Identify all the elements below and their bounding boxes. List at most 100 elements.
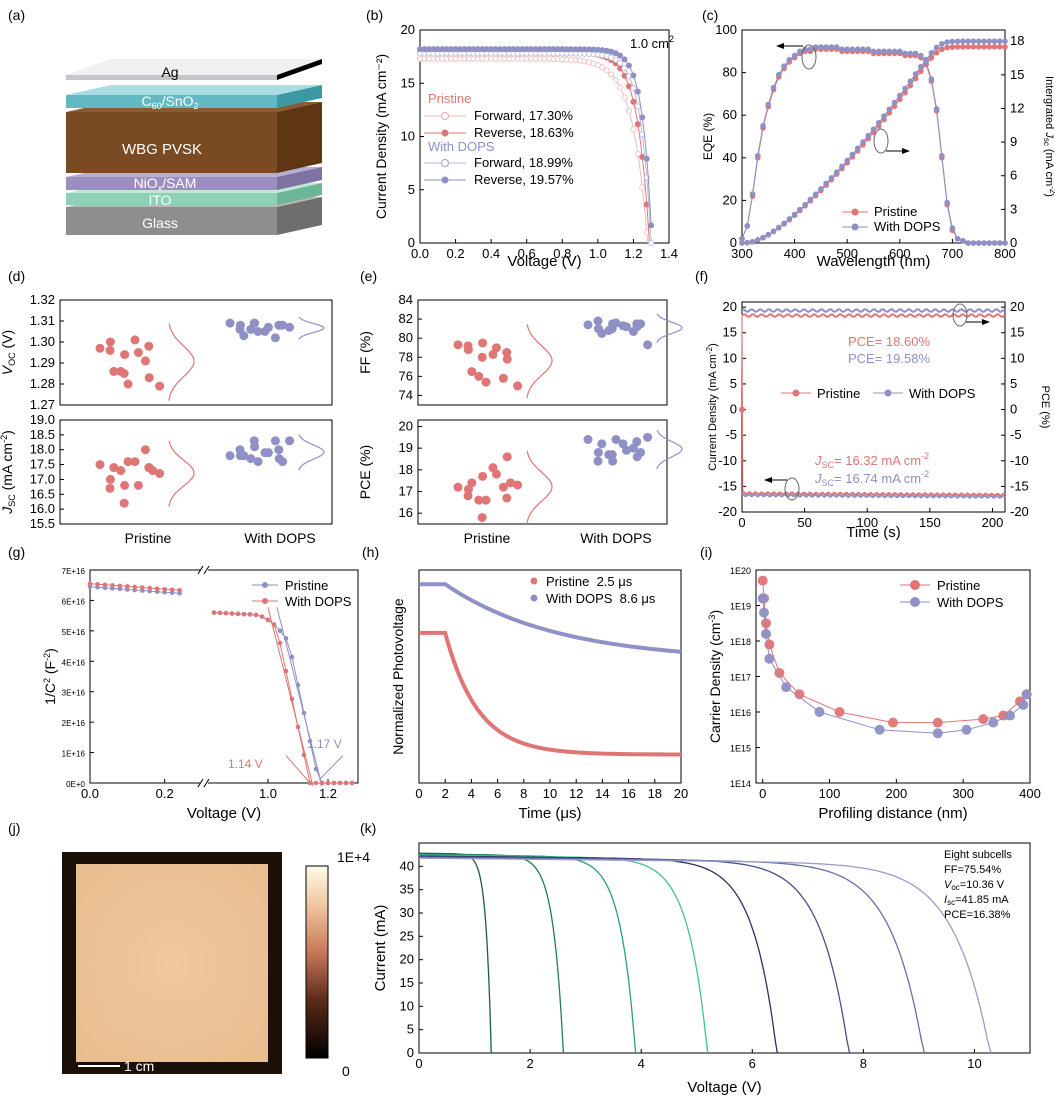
chart-e-bottom-ytick-label: 20 (399, 419, 413, 434)
chart-e-bottom-ylabel: PCE (%) (357, 445, 373, 499)
chart-k-ytick-label: 10 (400, 998, 414, 1013)
chart-h-xtick-label: 16 (621, 786, 635, 801)
chart-f-y2tick-label: 10 (1010, 350, 1024, 365)
chart-c-eqe-point (749, 191, 756, 197)
chart-c-xtick-label: 800 (994, 246, 1016, 261)
legend-i-text-2: With DOPS (937, 595, 1004, 610)
chart-d-top-point (253, 327, 263, 336)
chart-f-ytick-label: 15 (723, 325, 737, 340)
chart-c-jsc-point (970, 38, 977, 45)
chart-g-point (343, 780, 349, 786)
chart-e-top-point (491, 343, 501, 353)
chart-g-xtick-label: 0.2 (156, 786, 174, 801)
chart-h-ylabel: Normalized Photovoltage (390, 598, 406, 755)
chart-g-xtick-label: 0.0 (81, 786, 99, 801)
chart-g-point (117, 583, 123, 589)
chart-e-top-point (488, 349, 498, 359)
chart-i-ytick-label: 1E15 (730, 744, 751, 754)
chart-d-bottom-point (246, 454, 256, 464)
layer-ag-front (66, 75, 277, 80)
chart-d-top-point (140, 356, 150, 366)
chart-g-point (177, 587, 182, 593)
chart-e-top-ytick-label: 78 (399, 349, 413, 364)
chart-d-bottom-point (249, 436, 259, 446)
chart-b-ytick-label: 20 (401, 22, 415, 37)
chart-c-jsc-point (981, 44, 987, 50)
chart-b-xtick-label: 0.0 (411, 246, 429, 261)
chart-d-top-point (119, 369, 129, 378)
chart-c-callout-2 (873, 128, 889, 154)
chart-b-ytick-label: 0 (408, 235, 415, 250)
chart-d-bottom-point (285, 436, 295, 446)
layer-label-ag: Ag (161, 64, 178, 80)
chart-e-top-point (611, 318, 621, 328)
chart-d-bottom-ytick-label: 15.5 (30, 516, 55, 531)
chart-c-jsc-point (812, 191, 819, 198)
chart-f-y2label: PCE (%) (1039, 386, 1051, 429)
legend-b-text-3: Forward, 18.99% (474, 155, 573, 170)
chart-b-xtick-label: 0.8 (553, 246, 571, 261)
chart-b-point (617, 60, 624, 67)
chart-c-jsc-point (781, 220, 787, 227)
chart-c-y2tick-label: 6 (1010, 168, 1017, 183)
chart-b-point (599, 64, 606, 71)
panel-k: (k) 0 2 4 6 8 10 0 5 10 15 20 25 30 35 40 Voltage (V) Cu… (360, 820, 1031, 1096)
chart-g-ylabel: 1/C2 (F-2) (42, 648, 58, 705)
chart-c-jsc-point (991, 44, 998, 50)
chart-d-bottom-point (109, 463, 119, 473)
chart-h-line-0 (419, 630, 681, 757)
chart-k-line-3 (419, 854, 709, 1054)
chart-c-jsc-point (986, 44, 993, 50)
chart-h-xtick-label: 2 (442, 786, 449, 801)
chart-d-top-point (239, 331, 249, 341)
chart-d-top-dist-curve-1 (298, 316, 325, 340)
chart-i-point (932, 728, 943, 739)
chart-c-eqe-point (776, 71, 782, 78)
chart-g-break-mask (201, 780, 208, 786)
chart-c-eqe-point (786, 57, 793, 63)
chart-g-v-dops: 1.17 V (307, 737, 342, 751)
chart-k-ytick-label: 30 (400, 905, 414, 920)
chart-d-top-ytick-label: 1.31 (30, 313, 55, 328)
chart-d-top-ytick-label: 1.27 (30, 397, 55, 412)
chart-g-point (102, 582, 108, 588)
chart-d-top-ylabel: VOC (V) (0, 330, 17, 375)
chart-k-line-7 (419, 857, 992, 1054)
chart-e-top-ylabel: FF (%) (357, 331, 373, 374)
layer-label-ito: ITO (148, 192, 171, 208)
chart-e-bottom-point (643, 432, 653, 442)
layer-label-c60: C60/SnO2 (141, 93, 198, 111)
layer-label-niox: NiOx/SAM (134, 175, 197, 193)
chart-b-point (639, 184, 646, 191)
chart-k-xtick-label: 0 (415, 1056, 422, 1071)
chart-c-xtick-label: 400 (784, 246, 806, 261)
chart-d-top-point (285, 322, 295, 332)
chart-f-pce-pristine: PCE= 18.60% (848, 334, 930, 349)
chart-b-xtick-label: 1.4 (660, 246, 678, 261)
chart-d-top-point (95, 343, 105, 353)
chart-b-point (643, 155, 650, 162)
chart-c-jsc-point (996, 44, 1003, 50)
chart-c-xtick-label: 300 (731, 246, 753, 261)
chart-i-point (961, 724, 972, 735)
panel-c: (c) 300 400 500 600 700 800020406080100036912… (701, 7, 1055, 270)
chart-i-xtick-label: 300 (952, 786, 974, 801)
chart-i-point (932, 717, 943, 728)
chart-e-bottom-point (477, 513, 487, 522)
chart-g-plot: 0E+0 1E+16 2E+16 3E+16 4E+16 5E+16 6E+16 7E+16 0… (42, 565, 359, 822)
chart-c-eqe-point (954, 235, 961, 242)
chart-c-jsc-point (886, 106, 893, 113)
chart-d-bottom-point (123, 457, 133, 467)
chart-g-point (289, 654, 295, 660)
chart-e-top-point (597, 328, 607, 338)
chart-b-ytick-label: 10 (401, 129, 415, 144)
chart-i-ytick-label: 1E14 (730, 779, 751, 789)
chart-e-top-point (478, 338, 488, 348)
chart-d-top-point (105, 345, 115, 355)
chart-c-jsc-point (975, 44, 982, 50)
chart-h-xtick-label: 0 (415, 786, 422, 801)
chart-g-point (259, 614, 265, 619)
legend-c-marker-1 (851, 208, 859, 216)
chart-b-point (612, 56, 619, 63)
